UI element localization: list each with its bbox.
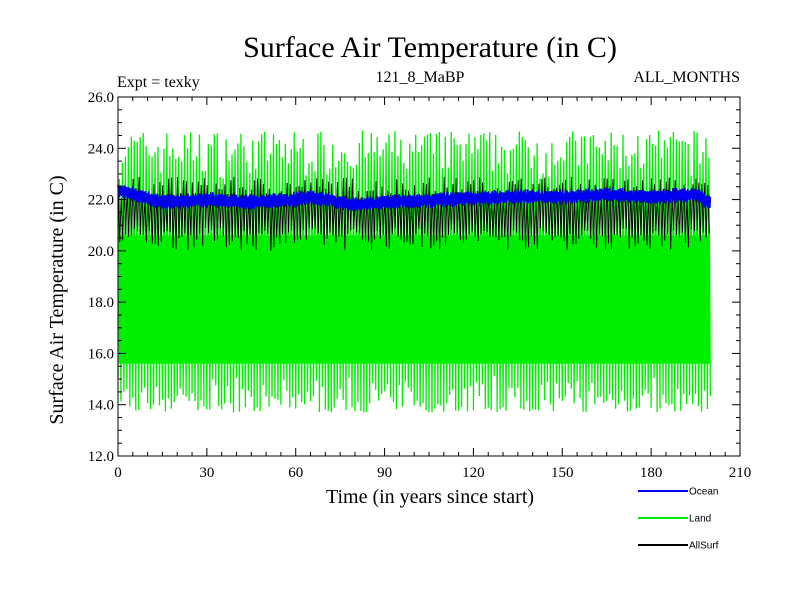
x-tick-label: 60: [288, 465, 303, 481]
y-tick-label: 26.0: [88, 90, 114, 106]
x-tick-labels: 0 30 60 90 120 150 180 210: [114, 465, 751, 481]
x-tick-label: 120: [462, 465, 485, 481]
y-tick-labels: 12.0 14.0 16.0 18.0 20.0 22.0 24.0 26.0: [88, 90, 114, 465]
x-tick-label: 180: [640, 465, 663, 481]
y-tick-label: 16.0: [88, 346, 114, 362]
series-allsurf-line: [117, 176, 710, 251]
x-tick-label: 210: [729, 465, 752, 481]
x-tick-label: 90: [377, 465, 392, 481]
x-axis-label: Time (in years since start): [326, 486, 534, 508]
chart-title: Surface Air Temperature (in C): [243, 31, 617, 64]
series-land-fill: [118, 235, 710, 364]
legend-label-land: Land: [689, 514, 711, 525]
subtitle-run: 121_8_MaBP: [376, 69, 465, 86]
subtitle-months: ALL_MONTHS: [633, 69, 740, 86]
y-tick-label: 22.0: [88, 193, 114, 209]
y-tick-label: 12.0: [88, 449, 114, 465]
y-tick-label: 20.0: [88, 244, 114, 260]
x-tick-label: 30: [199, 465, 214, 481]
series-land-line: [117, 130, 712, 413]
legend: Ocean Land AllSurf: [638, 487, 719, 552]
x-tick-label: 150: [551, 465, 574, 481]
y-axis-label: Surface Air Temperature (in C): [46, 175, 68, 424]
series-ocean-line: [117, 184, 712, 211]
y-tick-label: 18.0: [88, 295, 114, 311]
y-tick-label: 24.0: [88, 141, 114, 157]
subtitle-experiment: Expt = texky: [117, 74, 200, 91]
x-tick-label: 0: [114, 465, 122, 481]
plot-data: [117, 130, 712, 413]
axis-ticks: [117, 96, 741, 457]
legend-label-ocean: Ocean: [689, 487, 718, 498]
y-tick-label: 14.0: [88, 398, 114, 414]
plot-frame: [117, 96, 741, 457]
legend-label-allsurf: AllSurf: [689, 541, 719, 552]
